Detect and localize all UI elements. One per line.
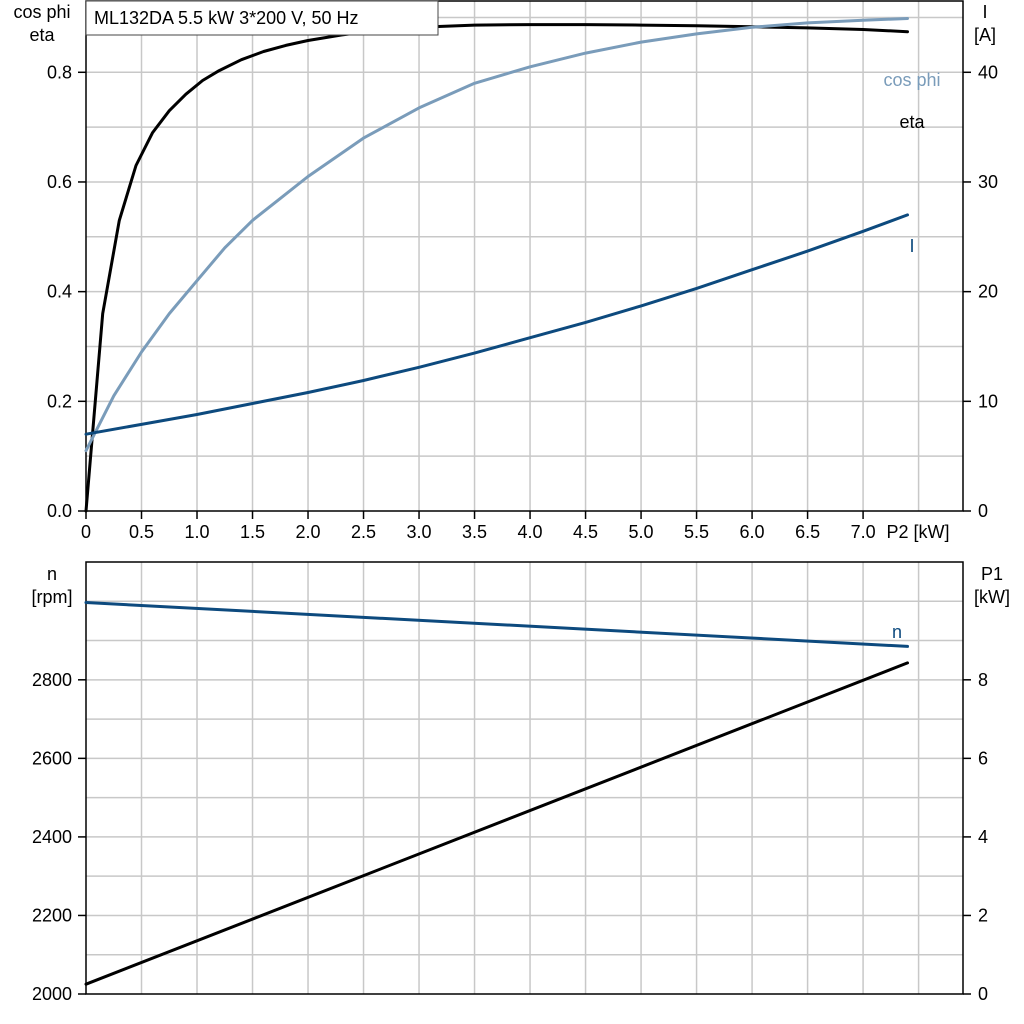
top-x-axis-label: P2 [kW]: [886, 522, 949, 542]
top-left-axis-label-2: eta: [29, 25, 55, 45]
right-tick-label: 30: [978, 172, 998, 192]
left-tick-label: 0.0: [47, 501, 72, 521]
speed-curve: [84, 601, 909, 648]
x-tick-label: 2.5: [351, 522, 376, 542]
x-tick-label: 3.0: [407, 522, 432, 542]
x-tick-label: 6.5: [795, 522, 820, 542]
x-tick-label: 1.0: [184, 522, 209, 542]
left-tick-label: 2000: [32, 984, 72, 1004]
bottom-plot-frame: [85, 561, 964, 995]
current-series-label: I: [909, 236, 914, 256]
right-tick-label: 0: [978, 984, 988, 1004]
bottom-ticks: 2000 2200 2400 2600 2800 0 2 4 6 8: [32, 670, 988, 1004]
top-ticks: 0.0 0.2 0.4 0.6 0.8 0 10 20 30 40 0 0.5 1.0 1.5 2.0 2.5…: [47, 62, 998, 542]
top-plot-frame: [85, 0, 964, 512]
right-tick-label: 10: [978, 391, 998, 411]
x-tick-label: 6.0: [740, 522, 765, 542]
bottom-right-axis-label-1: P1: [981, 564, 1003, 584]
x-tick-label: 5.0: [629, 522, 654, 542]
left-tick-label: 2800: [32, 670, 72, 690]
top-series: [84, 17, 909, 513]
left-tick-label: 2400: [32, 827, 72, 847]
cos-phi-series-label: cos phi: [883, 70, 940, 90]
bottom-panel: 2000 2200 2400 2600 2800 0 2 4 6 8 n [rpm] P1 [kW…: [31, 561, 1010, 1004]
x-tick-label: 4.0: [518, 522, 543, 542]
top-right-axis-label-1: I: [982, 2, 987, 22]
x-tick-label: 0: [81, 522, 91, 542]
left-tick-label: 0.6: [47, 172, 72, 192]
top-left-axis-label-1: cos phi: [13, 2, 70, 22]
left-tick-label: 2600: [32, 748, 72, 768]
x-tick-label: 7.0: [851, 522, 876, 542]
current-curve: [84, 213, 909, 436]
x-tick-label: 0.5: [129, 522, 154, 542]
right-tick-label: 4: [978, 827, 988, 847]
speed-series-label: n: [892, 622, 902, 642]
eta-series-label: eta: [899, 112, 925, 132]
top-right-axis-label-2: [A]: [974, 25, 996, 45]
right-tick-label: 2: [978, 905, 988, 925]
left-tick-label: 0.8: [47, 62, 72, 82]
chart-title: ML132DA 5.5 kW 3*200 V, 50 Hz: [94, 8, 359, 28]
bottom-left-axis-label-2: [rpm]: [31, 587, 72, 607]
bottom-series: [84, 601, 909, 986]
x-tick-label: 3.5: [462, 522, 487, 542]
p1-curve: [84, 661, 909, 986]
right-tick-label: 8: [978, 670, 988, 690]
cos-phi-curve: [84, 17, 909, 453]
left-tick-label: 0.2: [47, 391, 72, 411]
right-tick-label: 20: [978, 282, 998, 302]
right-tick-label: 6: [978, 748, 988, 768]
eta-curve: [84, 23, 909, 513]
x-tick-label: 4.5: [573, 522, 598, 542]
bottom-left-axis-label-1: n: [47, 564, 57, 584]
top-panel: 0.0 0.2 0.4 0.6 0.8 0 10 20 30 40 0 0.5 1.0 1.5 2.0 2.5…: [13, 0, 998, 542]
top-grid: [86, 1, 963, 511]
x-tick-label: 1.5: [240, 522, 265, 542]
left-tick-label: 2200: [32, 905, 72, 925]
left-tick-label: 0.4: [47, 282, 72, 302]
right-tick-label: 0: [978, 501, 988, 521]
right-tick-label: 40: [978, 62, 998, 82]
x-tick-label: 2.0: [296, 522, 321, 542]
title-box: [85, 0, 439, 36]
x-tick-label: 5.5: [684, 522, 709, 542]
bottom-right-axis-label-2: [kW]: [974, 587, 1010, 607]
